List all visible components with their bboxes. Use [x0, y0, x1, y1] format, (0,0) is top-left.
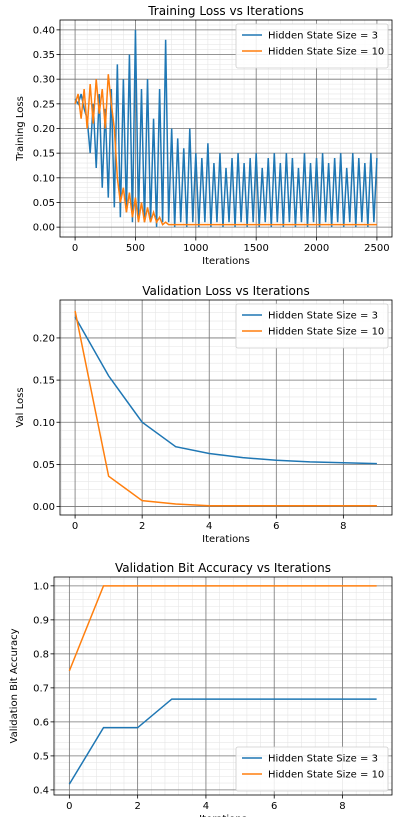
y-tick-label: 0.10 — [33, 418, 55, 429]
y-tick-label: 0.9 — [33, 615, 49, 626]
y-tick-label: 0.7 — [33, 683, 49, 694]
y-tick-label: 0.6 — [33, 717, 49, 728]
x-tick-label: 6 — [271, 801, 277, 812]
y-tick-label: 0.00 — [33, 223, 55, 234]
y-tick-label: 0.40 — [33, 25, 55, 36]
x-tick-label: 2500 — [364, 243, 389, 254]
y-tick-label: 0.10 — [33, 173, 55, 184]
y-tick-label: 0.5 — [33, 751, 49, 762]
x-tick-label: 6 — [273, 521, 279, 532]
x-tick-label: 1000 — [183, 243, 208, 254]
y-tick-label: 0.30 — [33, 75, 55, 86]
x-tick-label: 1500 — [243, 243, 268, 254]
legend-label: Hidden State Size = 10 — [268, 327, 384, 338]
series-line — [68, 585, 377, 672]
legend-box — [235, 303, 389, 349]
y-axis-label: Val Loss — [15, 387, 26, 427]
y-tick-label: 0.05 — [33, 460, 55, 471]
legend-label: Hidden State Size = 10 — [268, 47, 384, 58]
y-axis-label: Validation Bit Accuracy — [9, 628, 20, 743]
x-tick-label: 2 — [139, 521, 145, 532]
x-tick-label: 0 — [72, 521, 78, 532]
chart-title: Validation Loss vs Iterations — [142, 284, 310, 298]
y-tick-label: 0.35 — [33, 50, 55, 61]
legend-label: Hidden State Size = 10 — [268, 770, 384, 781]
series-line — [74, 310, 377, 507]
y-tick-label: 0.20 — [33, 333, 55, 344]
axes-frame — [59, 299, 393, 516]
chart-title: Validation Bit Accuracy vs Iterations — [115, 561, 331, 575]
x-axis-label: Iterations — [202, 534, 250, 545]
series-line — [74, 74, 377, 226]
y-tick-label: 1.0 — [33, 581, 49, 592]
series-line — [74, 29, 378, 228]
y-tick-label: 0.20 — [33, 124, 55, 135]
legend-box — [235, 23, 389, 69]
x-axis-label: Iterations — [202, 256, 250, 267]
y-tick-label: 0.4 — [33, 785, 49, 796]
x-tick-label: 8 — [340, 521, 346, 532]
x-tick-label: 0 — [66, 801, 72, 812]
series-line — [68, 698, 377, 785]
legend-label: Hidden State Size = 3 — [268, 31, 378, 42]
y-tick-label: 0.25 — [33, 99, 55, 110]
chart-title: Training Loss vs Iterations — [147, 4, 304, 18]
legend-label: Hidden State Size = 3 — [268, 754, 378, 765]
axes-frame — [59, 19, 393, 238]
y-tick-label: 0.00 — [33, 502, 55, 513]
x-tick-label: 4 — [203, 801, 209, 812]
x-tick-label: 4 — [206, 521, 212, 532]
x-tick-label: 2 — [134, 801, 140, 812]
x-tick-label: 0 — [72, 243, 78, 254]
x-tick-label: 500 — [126, 243, 145, 254]
axes-frame — [53, 576, 393, 796]
y-axis-label: Training Loss — [15, 96, 26, 162]
y-tick-label: 0.15 — [33, 149, 55, 160]
x-tick-label: 8 — [339, 801, 345, 812]
x-tick-label: 2000 — [304, 243, 329, 254]
y-tick-label: 0.8 — [33, 649, 49, 660]
y-tick-label: 0.15 — [33, 376, 55, 387]
legend-box — [235, 746, 389, 792]
y-tick-label: 0.05 — [33, 198, 55, 209]
legend-label: Hidden State Size = 3 — [268, 311, 378, 322]
series-line — [74, 316, 377, 465]
